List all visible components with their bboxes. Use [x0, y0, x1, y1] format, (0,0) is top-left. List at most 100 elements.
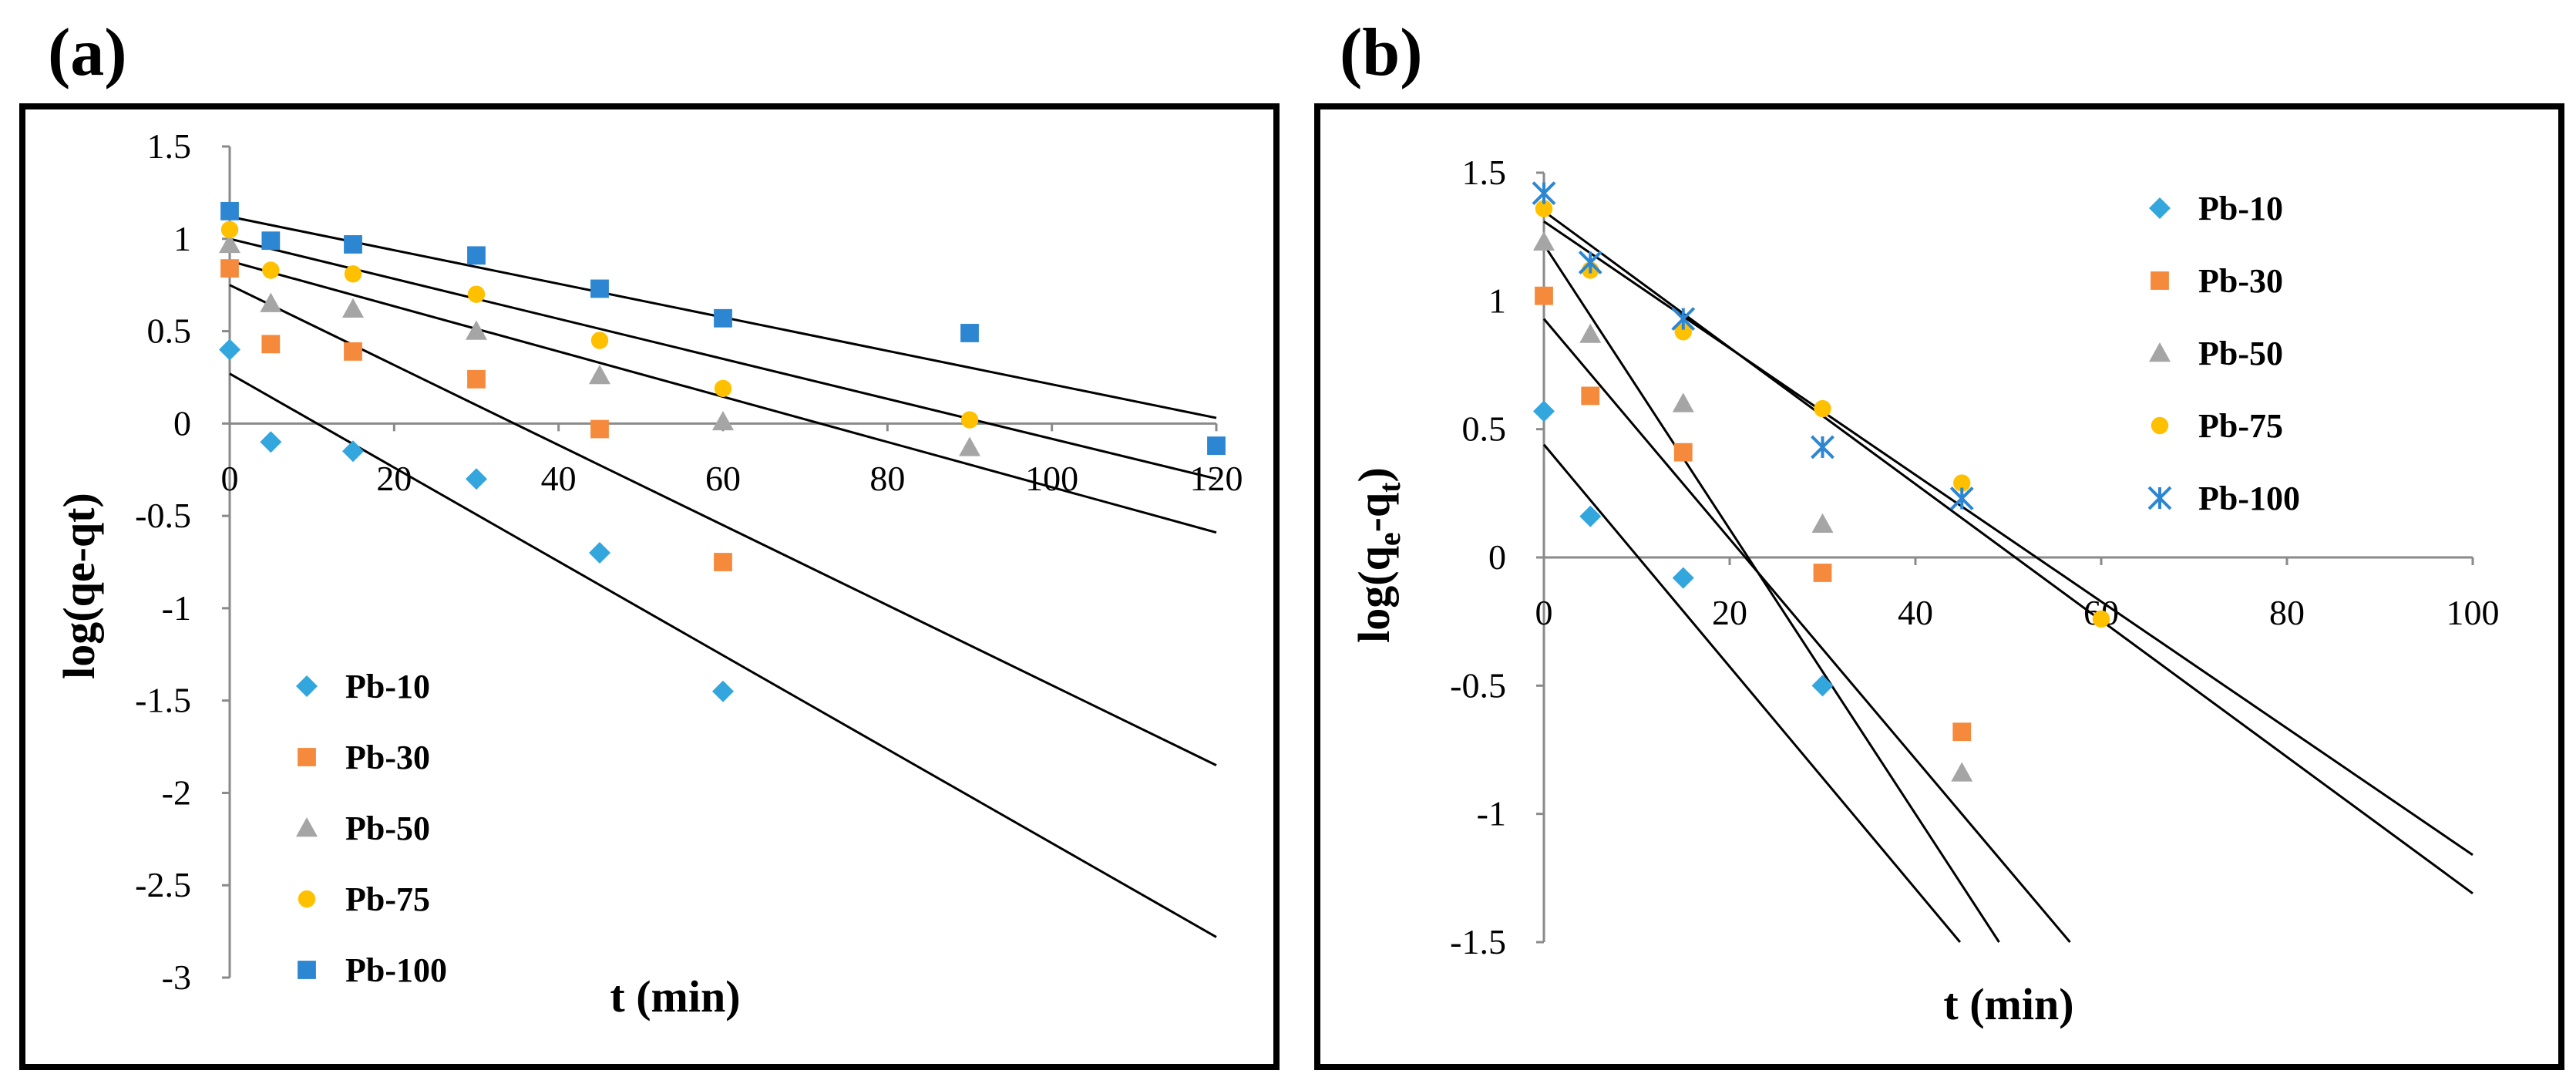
data-point-pb-30 [590, 419, 609, 439]
data-point-pb-75 [1814, 399, 1831, 418]
panel-b-ylabel-mid: -q [1349, 493, 1399, 533]
panel-a-plot: 1.510.50-0.5-1-1.5-2-2.5-30 20 40 60 80 100 12… [135, 126, 1243, 997]
y-tick-label: -2 [162, 773, 191, 812]
data-point-pb-10 [712, 680, 734, 702]
data-point-pb-50 [712, 410, 734, 431]
panel-a-frame [19, 103, 1280, 1070]
data-point-pb-10 [589, 542, 610, 564]
data-point-pb-100 [1949, 486, 1974, 510]
legend-label-pb-30: Pb-30 [2198, 262, 2283, 300]
y-tick-label: -1.5 [1450, 922, 1506, 961]
data-point-pb-50 [589, 365, 610, 385]
data-point-pb-100 [714, 308, 732, 328]
panel-b-frame [1314, 103, 2564, 1070]
panel-b-plot: 1.510.50-0.5-1-1.5020406080100Pb-10Pb-30… [1450, 153, 2499, 961]
data-point-pb-30 [261, 335, 281, 354]
data-point-pb-10 [219, 338, 240, 361]
y-tick-label: 1 [173, 219, 191, 258]
y-tick-label: -1 [1477, 794, 1506, 833]
x-tick-label: 0 [221, 459, 239, 498]
data-point-pb-30 [220, 259, 239, 278]
panel-b-ylabel-end: ) [1349, 467, 1399, 482]
data-point-pb-50 [1811, 513, 1834, 533]
panel-b-ylabel-sub-e: e [1372, 532, 1407, 546]
trendline-pb-30 [229, 284, 1217, 766]
x-tick-label: 0 [1535, 593, 1553, 632]
data-point-pb-10 [1672, 567, 1694, 589]
data-point-pb-75 [1953, 474, 1971, 492]
data-point-pb-30 [1673, 443, 1693, 462]
legend-marker-pb-10 [296, 675, 318, 697]
data-point-pb-100 [590, 279, 609, 298]
panel-b-label: (b) [1340, 15, 1423, 90]
legend-marker-pb-75 [298, 890, 316, 908]
data-point-pb-10 [1533, 400, 1555, 422]
legend-label-pb-10: Pb-10 [345, 668, 430, 705]
trendline-pb-50 [1542, 244, 2000, 943]
data-point-pb-30 [1581, 386, 1600, 406]
data-point-pb-100 [467, 246, 486, 265]
legend-label-pb-50: Pb-50 [345, 810, 430, 847]
data-point-pb-100 [1207, 436, 1226, 455]
trendline-pb-10 [229, 372, 1217, 938]
x-tick-label: 40 [541, 459, 577, 498]
panel-a-xlabel: t (min) [610, 971, 740, 1022]
data-point-pb-30 [467, 369, 486, 389]
x-tick-label: 40 [1898, 593, 1933, 632]
data-point-pb-75 [220, 221, 239, 238]
legend-label-pb-75: Pb-75 [345, 880, 430, 918]
legend-marker-pb-100 [298, 961, 316, 979]
data-point-pb-50 [342, 298, 364, 318]
data-point-pb-10 [1811, 675, 1834, 697]
panel-a-label: (a) [48, 15, 127, 90]
legend-label-pb-30: Pb-30 [345, 739, 430, 776]
y-tick-label: 0 [1488, 537, 1506, 577]
data-point-pb-30 [1813, 564, 1832, 582]
data-point-pb-100 [960, 324, 979, 342]
data-point-pb-75 [262, 261, 280, 279]
legend-marker-pb-10 [2149, 197, 2171, 219]
y-tick-label: -0.5 [1450, 665, 1506, 705]
data-point-pb-50 [260, 292, 282, 312]
legend-marker-pb-30 [2151, 271, 2169, 290]
data-point-pb-50 [1672, 392, 1694, 412]
panel-b-xlabel: t (min) [1943, 979, 2073, 1029]
data-point-pb-75 [344, 265, 362, 283]
x-tick-label: 80 [2269, 593, 2305, 632]
x-tick-label: 20 [1712, 593, 1747, 632]
panel-b-ylabel-main: log(q [1349, 546, 1399, 643]
data-point-pb-50 [1579, 323, 1602, 343]
x-tick-label: 100 [2447, 593, 2500, 632]
y-tick-label: 0.5 [1462, 409, 1507, 449]
y-tick-label: 1 [1488, 281, 1506, 320]
data-point-pb-75 [960, 411, 979, 429]
data-point-pb-50 [219, 233, 240, 254]
data-point-pb-30 [344, 342, 362, 361]
data-point-pb-10 [466, 468, 487, 490]
data-point-pb-50 [959, 436, 980, 456]
legend-label-pb-100: Pb-100 [2198, 480, 2300, 517]
data-point-pb-100 [1811, 435, 1834, 460]
data-point-pb-50 [466, 320, 487, 340]
data-point-pb-10 [342, 440, 364, 463]
data-point-pb-100 [1532, 181, 1556, 206]
legend-marker-pb-75 [2151, 416, 2169, 435]
legend-marker-pb-50 [2149, 342, 2171, 362]
data-point-pb-75 [2092, 610, 2110, 628]
trendline-pb-100 [1543, 220, 2473, 857]
legend-label-pb-10: Pb-10 [2198, 190, 2283, 227]
trendline-pb-75 [1543, 210, 2473, 895]
y-tick-label: -1.5 [135, 681, 191, 720]
data-point-pb-100 [1578, 251, 1602, 274]
data-point-pb-100 [261, 231, 281, 251]
x-tick-label: 60 [705, 459, 741, 498]
panel-a-ylabel: log(qe-qt) [54, 493, 104, 679]
data-point-pb-75 [467, 285, 486, 303]
y-tick-label: -1 [162, 588, 191, 628]
data-point-pb-100 [1671, 307, 1696, 332]
x-tick-label: 80 [869, 459, 905, 498]
data-point-pb-10 [1579, 505, 1602, 527]
trendline-pb-30 [1542, 318, 2071, 943]
y-tick-label: 0 [173, 403, 191, 443]
